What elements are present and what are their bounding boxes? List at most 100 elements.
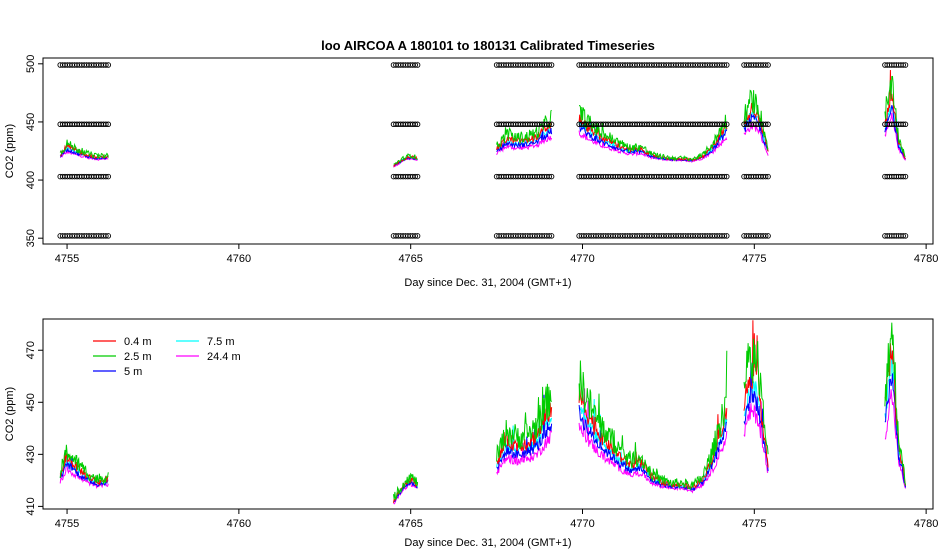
top-x-axis-label: Day since Dec. 31, 2004 (GMT+1)	[404, 277, 571, 289]
calibration-point	[105, 233, 112, 239]
top-axes: 4755 4760 4765 4770 4775 4780 350 400 450 500	[25, 55, 938, 265]
calibration-point	[902, 62, 909, 68]
calibration-point	[548, 121, 555, 128]
top-panel: loo AIRCOA A 180101 to 180131 Calibrated…	[4, 38, 938, 289]
bottom-panel: 4755 4760 4765 4770 4775 4780 410 430 450 470 0.4…	[4, 318, 938, 549]
calibration-point	[105, 62, 112, 68]
y-tick-label: 400	[25, 171, 37, 189]
calibration-point	[762, 233, 769, 239]
bottom-y-axis-label: CO2 (ppm)	[4, 387, 16, 441]
calibration-point	[546, 173, 552, 180]
y-tick-label: 470	[25, 341, 37, 359]
x-tick-label: 4770	[570, 253, 594, 265]
top-series-group	[59, 69, 906, 168]
calibration-point	[105, 173, 112, 180]
series-line	[578, 130, 728, 163]
legend-label: 24.4 m	[207, 351, 241, 363]
calibration-point	[765, 173, 771, 180]
calibration-point	[414, 173, 421, 180]
calibration-point	[103, 62, 109, 68]
series-line	[884, 322, 906, 486]
x-tick-label: 4780	[914, 253, 938, 265]
calibration-point	[762, 173, 769, 180]
bottom-plot-frame	[42, 318, 934, 510]
calibration-point	[414, 62, 421, 68]
calibration-point	[414, 233, 421, 239]
y-tick-label: 450	[25, 113, 37, 131]
series-line	[743, 89, 769, 151]
calibration-point	[900, 62, 906, 68]
x-tick-label: 4760	[227, 253, 251, 265]
x-tick-label: 4775	[742, 253, 766, 265]
calibration-point	[103, 121, 109, 128]
x-tick-label: 4780	[914, 518, 938, 530]
series-line	[743, 381, 769, 467]
y-tick-label: 430	[25, 445, 37, 463]
legend-label: 5 m	[124, 366, 142, 378]
series-line	[743, 338, 769, 455]
calibration-point	[900, 121, 906, 128]
bottom-x-axis-label: Day since Dec. 31, 2004 (GMT+1)	[404, 537, 571, 549]
calibration-point	[900, 233, 906, 239]
calibration-point	[724, 173, 730, 180]
series-line	[743, 401, 769, 473]
series-line	[59, 444, 109, 485]
calibration-point	[414, 121, 421, 128]
calibration-point	[546, 121, 552, 128]
x-tick-label: 4755	[55, 253, 79, 265]
x-tick-label: 4770	[570, 518, 594, 530]
series-line	[393, 481, 418, 503]
calibration-point	[724, 233, 730, 239]
series-line	[393, 153, 418, 165]
calibration-point	[762, 121, 769, 128]
y-tick-label: 350	[25, 229, 37, 247]
calibration-point	[103, 233, 109, 239]
calibration-point	[902, 233, 909, 239]
calibration-point	[546, 233, 552, 239]
x-tick-label: 4760	[227, 518, 251, 530]
series-line	[884, 75, 906, 157]
calibration-point	[412, 173, 418, 180]
calibration-point	[548, 173, 555, 180]
calibration-point	[724, 121, 730, 128]
calibration-point	[548, 233, 555, 239]
y-tick-label: 410	[25, 497, 37, 515]
series-line	[578, 350, 728, 491]
series-line	[496, 427, 553, 476]
series-line	[59, 139, 109, 159]
series-line	[496, 383, 553, 462]
calibration-point	[765, 62, 771, 68]
series-line	[743, 362, 769, 472]
series-line	[59, 457, 109, 487]
top-plot-frame	[42, 57, 934, 245]
chart-title: loo AIRCOA A 180101 to 180131 Calibrated…	[321, 38, 655, 53]
calibration-point	[765, 121, 771, 128]
calibration-point	[721, 62, 728, 68]
series-line	[496, 128, 553, 153]
calibration-point	[762, 62, 769, 68]
series-line	[59, 452, 109, 486]
calibration-point	[765, 233, 771, 239]
series-line	[578, 388, 728, 494]
series-line	[496, 122, 552, 151]
series-line	[884, 389, 906, 489]
calibration-point	[105, 121, 112, 128]
legend-label: 2.5 m	[124, 351, 152, 363]
series-line	[496, 394, 553, 471]
calibration-point	[412, 121, 418, 128]
x-tick-label: 4765	[398, 518, 422, 530]
x-tick-label: 4755	[55, 518, 79, 530]
legend: 0.4 m 2.5 m 5 m 7.5 m 24.4 m	[93, 336, 241, 378]
x-tick-label: 4775	[742, 518, 766, 530]
calibration-point	[412, 233, 418, 239]
calibration-point	[721, 233, 728, 239]
calibration-points	[57, 62, 909, 239]
legend-label: 0.4 m	[124, 336, 152, 348]
calibration-point	[546, 62, 552, 68]
calibration-point	[900, 173, 906, 180]
calibration-point	[902, 121, 909, 128]
series-line	[884, 105, 906, 160]
calibration-point	[902, 173, 909, 180]
top-y-axis-label: CO2 (ppm)	[4, 124, 16, 178]
calibration-point	[724, 62, 730, 68]
